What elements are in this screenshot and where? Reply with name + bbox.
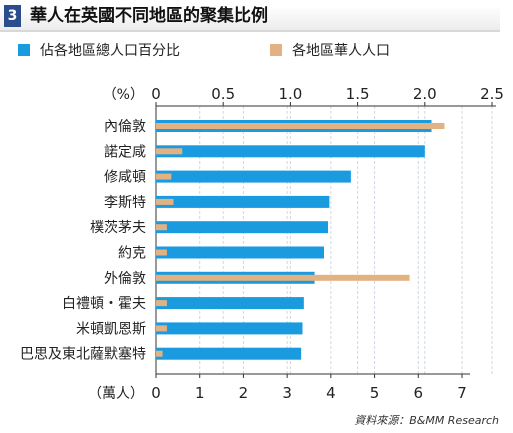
category-label: 白禮頓・霍夫 xyxy=(62,296,146,312)
top-axis-tick-label: 1.5 xyxy=(346,85,370,103)
top-axis-tick-label: 2.0 xyxy=(413,85,437,103)
category-label: 修咸頓 xyxy=(104,170,146,186)
bottom-axis-tick-label: 5 xyxy=(370,384,380,402)
bar-pop xyxy=(156,173,172,180)
bar-pop xyxy=(156,198,174,205)
legend-label-pct: 佔各地區總人口百分比 xyxy=(40,43,180,59)
bottom-axis-tick-label: 4 xyxy=(326,384,336,402)
category-label: 樸茨茅夫 xyxy=(90,220,146,236)
bar-pct xyxy=(156,170,351,183)
legend-label-pop: 各地區華人人口 xyxy=(292,43,390,59)
category-label: 約克 xyxy=(118,246,146,262)
bottom-axis-tick-label: 3 xyxy=(282,384,292,402)
bar-pop xyxy=(156,300,167,307)
bar-pop xyxy=(156,274,410,281)
bar-pct xyxy=(156,246,324,259)
bar-pct xyxy=(156,347,302,360)
bar-pct xyxy=(156,195,330,208)
category-label: 諾定咸 xyxy=(104,144,146,160)
bottom-axis-tick-label: 2 xyxy=(239,384,249,402)
top-axis-unit-label: （%） xyxy=(103,87,144,103)
bar-pop xyxy=(156,350,163,357)
top-axis-tick-label: 2.5 xyxy=(480,85,504,103)
legend-item-pct: 佔各地區總人口百分比 xyxy=(18,40,180,60)
top-axis-tick-label: 0 xyxy=(151,85,161,103)
legend-item-pop: 各地區華人人口 xyxy=(270,40,390,60)
bottom-axis-tick-label: 6 xyxy=(414,384,424,402)
bar-pop xyxy=(156,249,167,256)
bar-pct xyxy=(156,145,425,158)
legend-swatch-pct xyxy=(18,44,30,56)
source-note: 資料來源：B&MM Research xyxy=(354,414,499,427)
bottom-axis-tick-label: 0 xyxy=(151,384,161,402)
bar-pop xyxy=(156,123,445,129)
category-label: 巴思及東北薩默塞特 xyxy=(20,346,146,363)
header-band xyxy=(0,6,500,32)
category-label: 外倫敦 xyxy=(104,271,146,287)
legend-swatch-pop xyxy=(270,44,282,56)
bar-pop xyxy=(156,224,167,231)
bar-pct xyxy=(156,221,329,234)
top-axis-tick-label: 0.5 xyxy=(211,85,235,103)
bar-pct xyxy=(156,297,304,310)
bar-pct xyxy=(156,322,303,335)
bar-pop xyxy=(156,148,183,155)
bottom-axis-tick-label: 1 xyxy=(195,384,205,402)
top-axis-tick-label: 1.0 xyxy=(278,85,302,103)
bottom-axis-unit-label: （萬人） xyxy=(88,386,144,402)
bar-pop xyxy=(156,325,167,332)
legend: 佔各地區總人口百分比 各地區華人人口 xyxy=(0,40,513,62)
chart-header: 3 華人在英國不同地區的聚集比例 xyxy=(0,0,513,32)
category-label: 內倫敦 xyxy=(104,119,146,135)
chart-title: 華人在英國不同地區的聚集比例 xyxy=(30,6,268,26)
figure-number: 3 xyxy=(4,5,21,27)
category-label: 李斯特 xyxy=(104,195,146,211)
bottom-axis-tick-label: 7 xyxy=(457,384,467,402)
category-label: 米頓凱恩斯 xyxy=(76,321,146,337)
